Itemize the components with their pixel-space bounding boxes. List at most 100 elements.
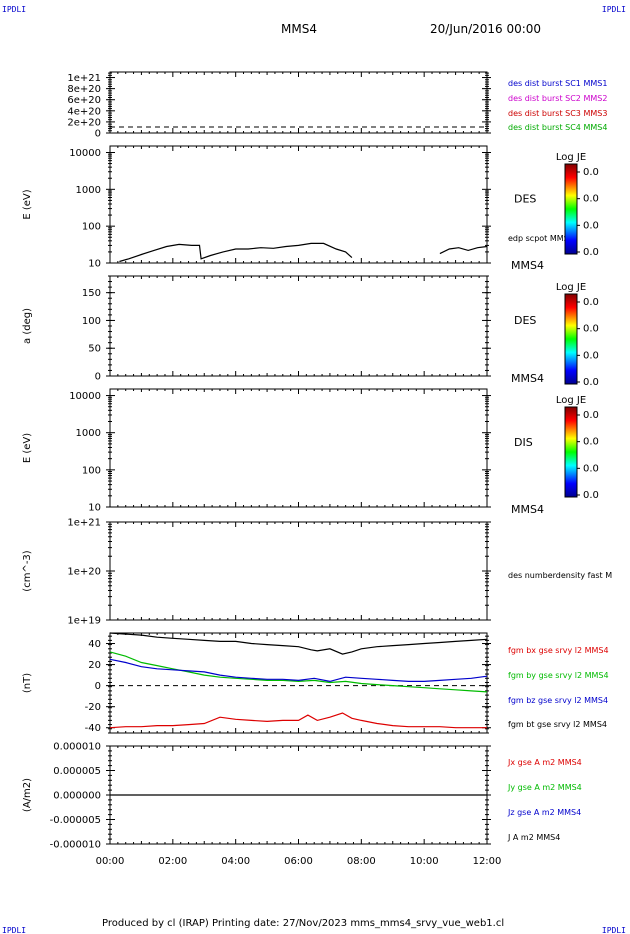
y-tick-label: 0 (95, 681, 101, 692)
legend-entry: J A m2 MMS4 (507, 833, 560, 842)
spacecraft-label: MMS4 (511, 259, 544, 272)
legend-entry: des dist burst SC3 MMS3 (508, 109, 607, 118)
y-axis-label-p3: a (deg) (22, 308, 33, 344)
y-tick-label: 4e+20 (67, 106, 101, 117)
legend-entry: edp scpot MMS4 (508, 234, 574, 243)
colorbar (564, 406, 578, 498)
spacecraft-title: MMS4 (281, 22, 317, 36)
y-tick-label: 100 (82, 465, 101, 476)
y-tick-label: 10000 (69, 391, 101, 402)
y-tick-label: 10 (88, 503, 101, 514)
colorbar-tick-label: 0.0 (583, 324, 599, 335)
series-line-edp-scpot-mms4 (439, 245, 488, 255)
y-tick-label: -0.000005 (50, 815, 101, 826)
corner-label-top-right: IPDLI (601, 5, 626, 14)
legend-entry: Jz gse A m2 MMS4 (507, 808, 581, 817)
colorbar-tick-label: 0.0 (583, 410, 599, 421)
x-tick-label: 08:00 (347, 856, 376, 867)
panel-frame-p1 (109, 71, 488, 134)
panel-frame-p3 (109, 275, 488, 377)
y-tick-label: 8e+20 (67, 84, 101, 95)
colorbar (564, 163, 578, 255)
colorbar-tick-label: 0.0 (583, 377, 599, 388)
legend-entry: des dist burst SC2 MMS2 (508, 94, 607, 103)
y-tick-label: 10000 (69, 148, 101, 159)
colorbar-tick-label: 0.0 (583, 194, 599, 205)
instrument-label: DES (514, 314, 536, 327)
colorbar-title: Log JE (556, 395, 586, 406)
spacecraft-label: MMS4 (511, 503, 544, 516)
y-tick-label: 1000 (76, 185, 101, 196)
y-tick-label: 20 (88, 660, 101, 671)
y-tick-label: 10 (88, 259, 101, 270)
colorbar-tick-label: 0.0 (583, 490, 599, 501)
corner-label-top-left: IPDLI (2, 5, 27, 14)
y-tick-label: 0.000005 (53, 766, 101, 777)
series-line-fgm-bz-gse-srvy-l2-mms4 (109, 658, 488, 683)
legend-entry: fgm bx gse srvy l2 MMS4 (508, 646, 609, 655)
y-tick-label: 0.000000 (53, 791, 101, 802)
legend-entry: fgm bt gse srvy l2 MMS4 (508, 720, 607, 729)
x-tick-label: 06:00 (284, 856, 313, 867)
x-tick-label: 12:00 (473, 856, 502, 867)
x-tick-label: 10:00 (410, 856, 439, 867)
instrument-label: DES (514, 193, 536, 206)
colorbar-tick-label: 0.0 (583, 297, 599, 308)
y-tick-label: 100 (82, 316, 101, 327)
y-tick-label: 1e+21 (67, 73, 101, 84)
x-tick-label: 00:00 (96, 856, 125, 867)
legend-entry: des dist burst SC4 MMS4 (508, 123, 607, 132)
x-tick-label: 04:00 (221, 856, 250, 867)
y-tick-label: 100 (82, 222, 101, 233)
spacecraft-label: MMS4 (511, 372, 544, 385)
y-tick-label: 150 (82, 288, 101, 299)
corner-label-bottom-left: IPDLI (2, 926, 27, 934)
y-tick-label: -0.000010 (50, 840, 101, 851)
y-tick-label: -20 (85, 702, 101, 713)
y-tick-label: 40 (88, 639, 101, 650)
y-tick-label: 1e+19 (67, 616, 101, 627)
colorbar-title: Log JE (556, 282, 586, 293)
legend-entry: des numberdensity fast M (508, 571, 612, 580)
x-tick-label: 02:00 (158, 856, 187, 867)
colorbar-tick-label: 0.0 (583, 220, 599, 231)
y-axis-label-p5: (cm^-3) (22, 550, 33, 591)
panel-frame-p6 (109, 632, 488, 734)
y-tick-label: 6e+20 (67, 95, 101, 106)
legend-entry: fgm by gse srvy l2 MMS4 (508, 671, 609, 680)
y-tick-label: -40 (85, 723, 101, 734)
y-tick-label: 1000 (76, 428, 101, 439)
y-axis-label-p7: (A/m2) (22, 778, 33, 812)
legend-entry: fgm bz gse srvy l2 MMS4 (508, 696, 608, 705)
instrument-label: DIS (514, 436, 533, 449)
colorbar-tick-label: 0.0 (583, 463, 599, 474)
colorbar (564, 293, 578, 385)
series-line-fgm-by-gse-srvy-l2-mms4 (109, 651, 488, 693)
colorbar-tick-label: 0.0 (583, 247, 599, 258)
y-axis-label-p2: E (eV) (22, 189, 33, 219)
y-axis-label-p4: E (eV) (22, 433, 33, 463)
colorbar-tick-label: 0.0 (583, 350, 599, 361)
legend-entry: des dist burst SC1 MMS1 (508, 79, 607, 88)
series-line-fgm-bx-gse-srvy-l2-mms4 (109, 712, 487, 729)
legend-entry: Jx gse A m2 MMS4 (507, 758, 582, 767)
y-tick-label: 1e+21 (67, 518, 101, 529)
y-tick-label: 2e+20 (67, 117, 101, 128)
y-tick-label: 0.000010 (53, 742, 101, 753)
footer-credit: Produced by cl (IRAP) Printing date: 27/… (102, 918, 505, 929)
colorbar-tick-label: 0.0 (583, 437, 599, 448)
y-axis-label-p6: (nT) (22, 673, 33, 693)
y-tick-label: 0 (95, 372, 101, 383)
colorbar-tick-label: 0.0 (583, 167, 599, 178)
y-tick-label: 0 (95, 129, 101, 140)
series-line-edp-scpot-mms4 (119, 242, 353, 263)
date-title: 20/Jun/2016 00:00 (430, 22, 542, 36)
legend-entry: Jy gse A m2 MMS4 (507, 783, 582, 792)
panel-frame-p4 (109, 388, 488, 508)
y-tick-label: 50 (88, 344, 101, 355)
y-tick-label: 1e+20 (67, 567, 101, 578)
colorbar-title: Log JE (556, 152, 586, 163)
corner-label-bottom-right: IPDLI (601, 926, 626, 934)
